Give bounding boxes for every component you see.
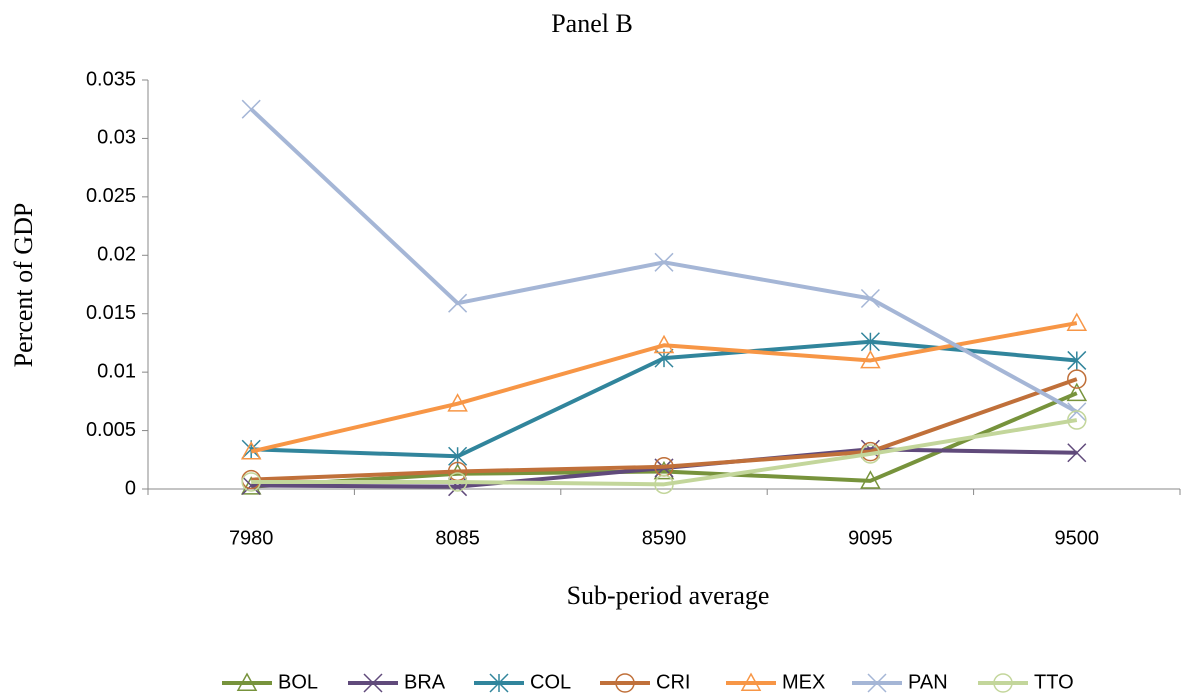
marker [867, 673, 887, 693]
y-tick-label: 0 [125, 477, 136, 499]
series-line [251, 377, 1078, 482]
marker [860, 288, 880, 309]
marker [860, 332, 880, 352]
x-tick-label: 7980 [229, 527, 274, 549]
marker [654, 252, 674, 272]
y-tick-label: 0.01 [97, 360, 136, 382]
marker [1067, 369, 1087, 389]
y-tick-label: 0.02 [97, 244, 136, 266]
marker [653, 334, 675, 354]
marker [860, 470, 881, 489]
marker [1067, 443, 1087, 463]
marker [1067, 350, 1087, 370]
chart-title: Panel B [551, 9, 633, 38]
marker [241, 472, 261, 492]
marker [993, 673, 1013, 693]
marker [1066, 312, 1088, 332]
marker [740, 672, 762, 691]
marker [448, 293, 468, 313]
marker [241, 99, 261, 119]
marker [1067, 410, 1087, 430]
series-line [251, 418, 1078, 487]
marker [489, 673, 509, 693]
y-axis-title: Percent of GDP [9, 203, 38, 368]
legend-label: TTO [1034, 671, 1074, 693]
y-tick-label: 0.005 [86, 419, 136, 441]
marker [447, 472, 468, 492]
y-tick-label: 0.015 [86, 302, 136, 324]
marker [654, 457, 674, 477]
y-tick-label: 0.025 [86, 185, 136, 207]
y-tick-label: 0.035 [86, 68, 136, 90]
marker [1066, 382, 1088, 402]
marker [363, 673, 383, 693]
series-line [250, 321, 1078, 454]
x-tick-label: 9500 [1055, 527, 1100, 549]
legend-label: CRI [656, 671, 690, 693]
marker [447, 461, 468, 482]
x-axis-title: Sub-period average [567, 581, 770, 610]
marker [447, 393, 468, 412]
marker [615, 673, 635, 693]
marker [1067, 402, 1087, 422]
x-tick-label: 8085 [435, 527, 480, 549]
y-tick-label: 0.03 [97, 127, 136, 149]
marker [860, 349, 881, 369]
legend-label: BRA [404, 671, 446, 693]
legend-label: COL [530, 671, 571, 693]
x-tick-label: 8590 [642, 527, 687, 549]
legend-label: MEX [782, 671, 825, 693]
marker [654, 474, 674, 495]
marker [653, 460, 675, 480]
marker [240, 441, 262, 460]
marker [860, 444, 881, 464]
legend-label: BOL [278, 671, 318, 693]
marker [236, 672, 258, 691]
x-tick-label: 9095 [848, 527, 893, 549]
legend-label: PAN [908, 671, 948, 693]
